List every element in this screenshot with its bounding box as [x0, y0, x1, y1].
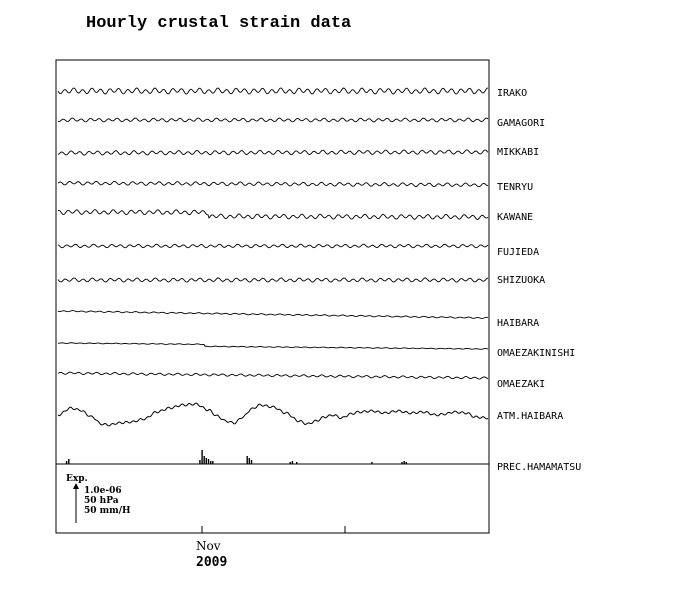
x-tick-label-nov: Nov [196, 539, 221, 553]
station-label-haibara: HAIBARA [497, 318, 539, 329]
scale-arrow-icon [73, 483, 79, 489]
trace-atm-haibara [57, 402, 489, 427]
scale-legend: Exp. 1.0e-06 50 hPa 50 mm/H [66, 474, 131, 523]
station-label-omaezaki: OMAEZAKI [497, 379, 545, 390]
chart-title: Hourly crustal strain data [86, 14, 352, 33]
scale-strain: 1.0e-06 [84, 486, 122, 496]
trace-shizuoka [57, 277, 489, 283]
trace-omaezaki [57, 371, 489, 380]
trace-kawane [57, 209, 489, 220]
trace-fujieda [57, 243, 489, 249]
x-axis-labels: Nov 2009 [196, 539, 227, 570]
trace-omaezakinishi [57, 342, 489, 350]
x-ticks [201, 526, 346, 533]
station-label-tenryu: TENRYU [497, 182, 533, 193]
station-label-gamagori: GAMAGORI [497, 118, 545, 129]
trace-mikkabi [57, 149, 489, 156]
station-label-fujieda: FUJIEDA [497, 247, 539, 258]
x-tick-label-year: 2009 [196, 555, 227, 570]
station-label-omaezakinishi: OMAEZAKINISHI [497, 348, 575, 359]
station-labels: IRAKO GAMAGORI MIKKABI TENRYU KAWANE FUJIEDA S… [497, 88, 581, 473]
trace-gamagori [57, 117, 489, 123]
station-label-prec-hamamatsu: PREC.HAMAMATSU [497, 462, 581, 473]
trace-tenryu [57, 180, 489, 188]
station-label-irako: IRAKO [497, 88, 527, 99]
scale-precip: 50 mm/H [84, 506, 131, 516]
station-label-mikkabi: MIKKABI [497, 147, 539, 158]
scale-pressure: 50 hPa [84, 496, 119, 506]
station-label-shizuoka: SHIZUOKA [497, 275, 545, 286]
plot-frame [55, 59, 490, 534]
station-label-atm-haibara: ATM.HAIBARA [497, 411, 563, 422]
station-label-kawane: KAWANE [497, 212, 533, 223]
trace-group [57, 87, 489, 464]
trace-haibara [57, 310, 489, 319]
scale-legend-title: Exp. [66, 474, 88, 484]
trace-irako [57, 87, 489, 95]
